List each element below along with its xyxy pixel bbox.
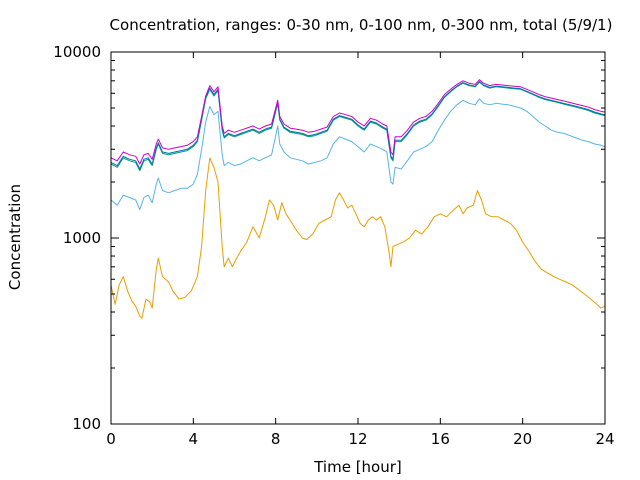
- plot-frame: [110, 51, 606, 425]
- y-tick-label: 1000: [63, 229, 101, 247]
- x-tick-label: 0: [106, 430, 116, 448]
- series-line-5: [110, 79, 606, 165]
- x-tick-label: 8: [271, 430, 281, 448]
- series-layer: [110, 79, 606, 319]
- x-tick-label: 20: [513, 430, 532, 448]
- chart-title: Concentration, ranges: 0-30 nm, 0-100 nm…: [110, 16, 613, 34]
- y-tick-label: 100: [72, 415, 101, 433]
- x-tick-label: 24: [595, 430, 614, 448]
- x-tick-label: 12: [348, 430, 367, 448]
- x-tick-label: 4: [189, 430, 199, 448]
- series-line-4: [110, 80, 606, 170]
- axes-layer: 0 4 8 12 16 20 24 100 1000 10000: [53, 43, 614, 448]
- y-tick-label: 10000: [53, 43, 101, 61]
- series-line-3: [110, 81, 606, 172]
- x-axis-label: Time [hour]: [313, 458, 402, 476]
- y-axis-label: Concentration: [6, 184, 24, 290]
- series-line-1: [110, 157, 606, 319]
- x-tick-label: 16: [431, 430, 450, 448]
- series-line-2: [110, 98, 606, 211]
